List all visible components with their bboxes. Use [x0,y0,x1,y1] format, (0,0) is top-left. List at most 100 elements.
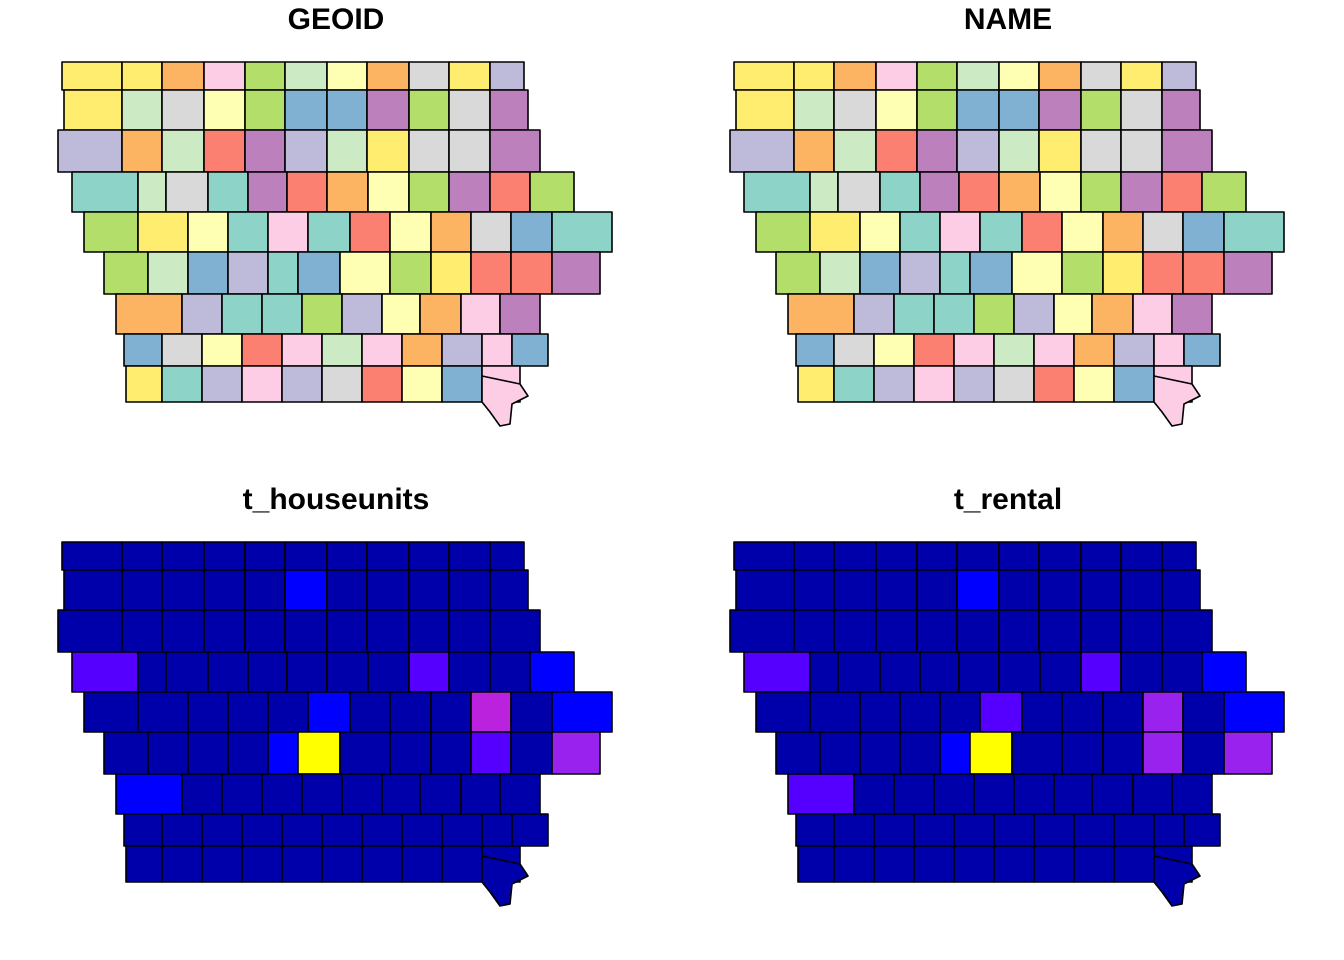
geoid-county-r7-c6 [361,333,403,367]
rental-county-r1-c8 [1080,569,1122,611]
houseunits-county-r5-c0 [103,731,149,775]
houseunits-county-r4-c0 [83,691,139,733]
rental-county-r5-c7 [1061,731,1104,775]
rental-county-r2-c7 [1038,609,1082,653]
name-county-r7-c8 [1113,333,1155,367]
rental-county-r5-c0 [775,731,821,775]
geoid-county-r1-c0 [63,89,123,131]
name-county-r3-c11 [1201,171,1247,213]
houseunits-county-r6-c5 [341,773,383,815]
name-county-r1-c4 [916,89,958,131]
houseunits-county-r7-c2 [201,813,243,847]
houseunits-county-r4-c5 [307,691,351,733]
houseunits-county-r3-c2 [165,651,209,693]
name-county-r5-c4 [939,251,971,295]
name-county-r8-c3 [913,365,955,403]
rental-county-r1-c3 [875,569,918,611]
name-county-r1-c6 [998,89,1040,131]
houseunits-county-r4-c2 [187,691,229,733]
houseunits-county-r0-c7 [366,541,410,571]
houseunits-county-r5-c9 [470,731,512,775]
rental-county-r6-c1 [853,773,895,815]
houseunits-county-r3-c6 [326,651,369,693]
rental-county-r4-c5 [979,691,1023,733]
geoid-county-r6-c5 [341,293,383,335]
rental-county-r4-c1 [809,691,861,733]
panel-title-name: NAME [963,3,1053,36]
houseunits-county-r5-c1 [147,731,189,775]
geoid-county-r2-c5 [284,129,328,173]
rental-county-r3-c11 [1201,651,1247,693]
geoid-county-r8-c3 [241,365,283,403]
houseunits-county-r7-c7 [401,813,443,847]
rental-county-r5-c9 [1142,731,1184,775]
houseunits-county-r8-c1 [161,845,203,883]
rental-county-r7-c5 [993,813,1035,847]
rental-county-r1-c5 [956,569,1000,611]
houseunits-county-r1-c1 [121,569,163,611]
houseunits-county-r0-c3 [203,541,246,571]
rental-county-r7-c10 [1183,813,1221,847]
houseunits-county-r3-c1 [137,651,167,693]
name-county-r2-c10 [1161,129,1213,173]
houseunits-county-r5-c8 [430,731,472,775]
rental-county-r6-c0 [787,773,855,815]
rental-county-r6-c8 [1132,773,1173,815]
rental-county-r1-c6 [998,569,1040,611]
name-county-r1-c7 [1038,89,1082,131]
name-county-r5-c5 [969,251,1013,295]
houseunits-county-r2-c9 [448,609,491,653]
rental-county-r7-c4 [953,813,995,847]
rental-county-r6-c5 [1013,773,1055,815]
houseunits-county-r1-c5 [284,569,328,611]
rental-county-r3-c0 [743,651,811,693]
geoid-county-r1-c1 [121,89,163,131]
houseunits-county-r1-c10 [489,569,529,611]
name-county-r4-c7 [1061,211,1104,253]
houseunits-county-r5-c5 [297,731,341,775]
houseunits-county-r3-c7 [367,651,410,693]
name-county-r4-c5 [979,211,1023,253]
name-county-r2-c6 [998,129,1040,173]
houseunits-county-r4-c9 [470,691,512,733]
rental-county-r3-c1 [809,651,839,693]
geoid-county-r3-c6 [326,171,369,213]
name-county-r5-c9 [1142,251,1184,295]
name-county-r6-c7 [1091,293,1134,335]
geoid-county-r2-c0 [57,129,123,173]
name-county-r3-c2 [837,171,881,213]
rental-county-r1-c0 [735,569,795,611]
geoid-county-r2-c7 [366,129,410,173]
map-t-rental [729,541,1285,907]
geoid-county-r4-c2 [187,211,229,253]
houseunits-county-r7-c5 [321,813,363,847]
houseunits-county-r6-c8 [460,773,501,815]
name-county-r0-c6 [998,61,1040,91]
rental-county-r8-c7 [1073,845,1115,883]
rental-county-r3-c6 [998,651,1041,693]
geoid-county-r3-c11 [529,171,575,213]
geoid-county-r6-c2 [221,293,263,335]
name-county-r1-c9 [1120,89,1163,131]
geoid-county-r6-c0 [115,293,183,335]
name-county-r4-c8 [1102,211,1144,253]
geoid-county-r5-c9 [470,251,512,295]
rental-county-r8-c0 [797,845,835,883]
houseunits-county-r3-c11 [529,651,575,693]
name-county-r6-c2 [893,293,935,335]
houseunits-county-r5-c2 [187,731,229,775]
name-county-r3-c0 [743,171,811,213]
rental-county-r5-c11 [1223,731,1273,775]
rental-county-r4-c3 [899,691,941,733]
rental-county-r1-c10 [1161,569,1201,611]
houseunits-county-r1-c9 [448,569,491,611]
houseunits-county-r4-c10 [510,691,553,733]
rental-county-r3-c9 [1120,651,1163,693]
name-county-r2-c8 [1080,129,1122,173]
rental-county-r7-c7 [1073,813,1115,847]
rental-county-r0-c5 [956,541,1000,571]
geoid-county-r2-c3 [203,129,246,173]
geoid-county-r8-c1 [161,365,203,403]
rental-county-r5-c6 [1011,731,1063,775]
houseunits-county-r0-c1 [121,541,163,571]
